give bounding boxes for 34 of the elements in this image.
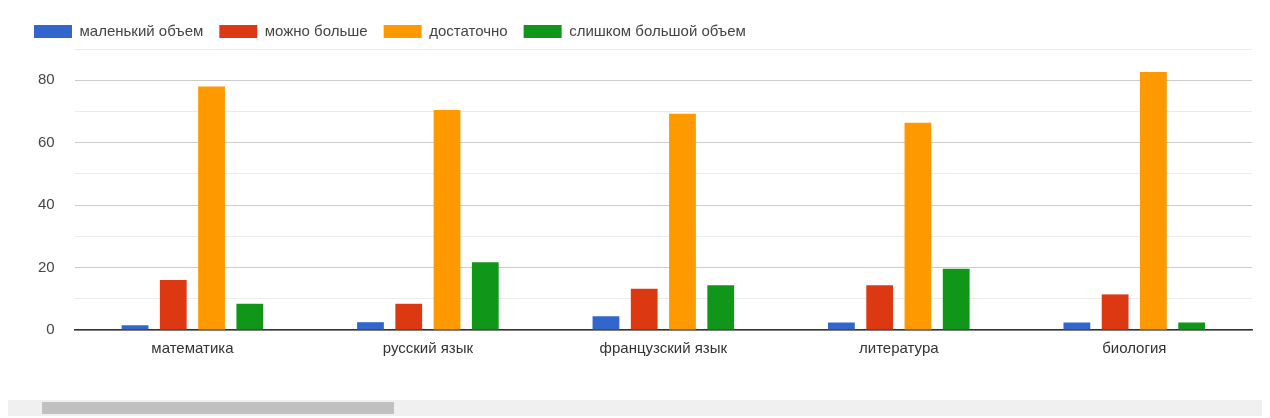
bar [1178, 322, 1206, 330]
bar [121, 325, 149, 330]
x-tick-label: русский язык [382, 339, 474, 357]
y-tick-label: 20 [38, 257, 55, 275]
bar [669, 113, 696, 330]
bar [1140, 72, 1167, 330]
x-tick-label: французский язык [599, 339, 728, 357]
x-tick-label: математика [151, 339, 235, 357]
y-tick-label: 80 [38, 70, 55, 88]
bar [357, 322, 384, 330]
bar [904, 122, 932, 330]
x-tick-label: литература [859, 339, 940, 357]
x-tick-label: биология [1102, 339, 1167, 357]
bar [828, 322, 855, 330]
legend-label: слишком большой объем [569, 21, 746, 39]
bar [866, 285, 894, 330]
y-tick-label: 60 [38, 132, 55, 150]
bar [707, 285, 735, 330]
bar [592, 316, 620, 330]
bar [236, 303, 264, 330]
bar [942, 268, 970, 330]
y-tick-label: 0 [46, 320, 55, 338]
bar [433, 109, 461, 330]
bar [630, 288, 658, 330]
legend-label: маленький объем [79, 21, 204, 39]
bar [395, 303, 423, 330]
bar [1063, 322, 1091, 330]
bar [198, 86, 225, 330]
bar [159, 280, 187, 330]
bar [471, 262, 499, 330]
y-tick-label: 40 [38, 195, 55, 213]
legend-label: можно больше [264, 21, 368, 39]
legend-label: достаточно [429, 21, 508, 39]
bar [1101, 294, 1129, 330]
